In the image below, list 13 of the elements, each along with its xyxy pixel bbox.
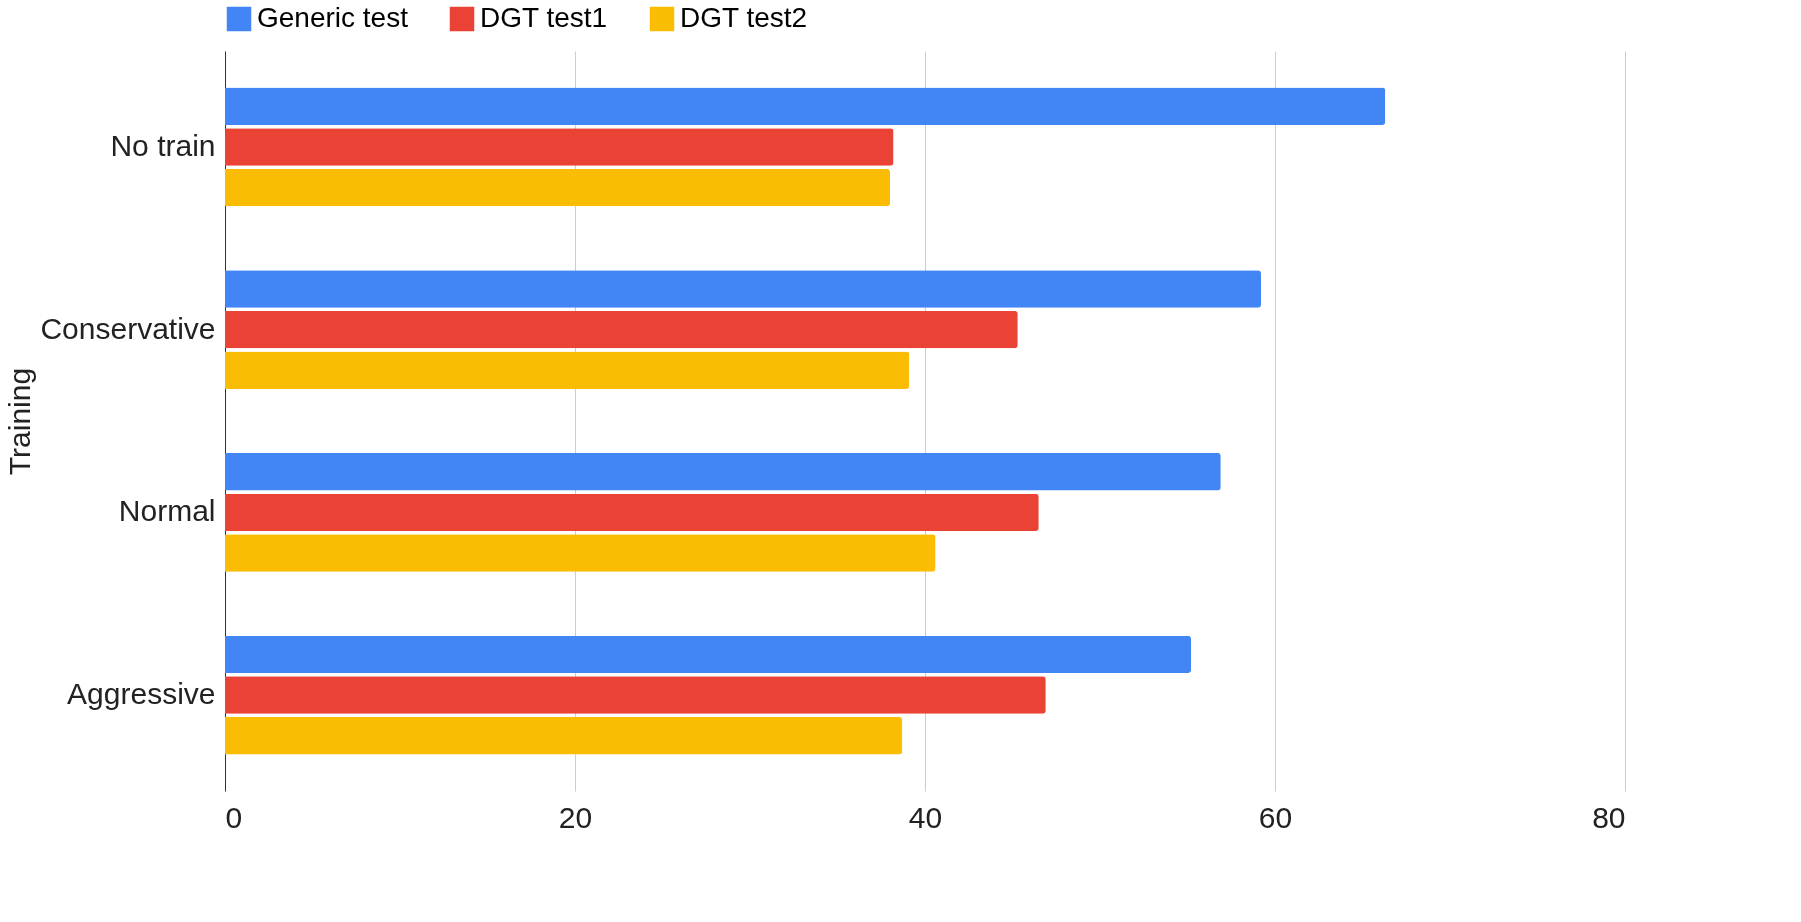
y-axis-title: Training <box>3 367 37 476</box>
y-tick-label: Normal <box>118 494 216 528</box>
x-tick-label: 0 <box>225 800 243 834</box>
x-tick-label: 20 <box>558 800 593 834</box>
x-tick-label: 80 <box>1592 800 1626 834</box>
legend-label: DGT test2 <box>680 2 808 33</box>
y-tick-label: No train <box>110 128 216 162</box>
legend-label: Generic test <box>257 2 409 33</box>
y-tick-label: Conservative <box>40 311 216 345</box>
x-tick-label: 40 <box>908 800 943 834</box>
x-tick-label: 60 <box>1258 800 1293 834</box>
y-tick-label: Aggressive <box>67 677 216 711</box>
legend-label: DGT test1 <box>480 2 608 33</box>
